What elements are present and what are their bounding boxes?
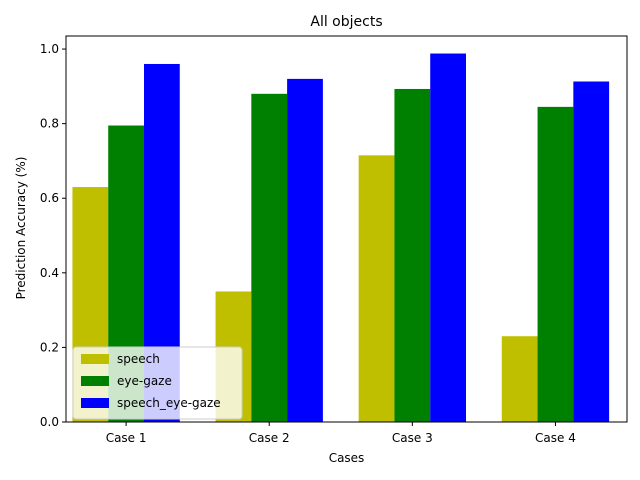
x-tick-label: Case 3 [392,431,433,445]
axes-layer: 0.0 0.2 0.4 0.6 0.8 1.0 Case 1 Case 2 Case 3 Case… [40,35,628,445]
legend-box [72,346,243,420]
y-tick-label: 0.4 [40,266,59,280]
plot-frame [65,35,628,423]
legend-swatch-eye-gaze [81,376,109,386]
x-tick-label: Case 1 [106,431,147,445]
legend-label-speech: speech [117,352,160,366]
legend: speech eye-gaze speech_eye-gaze [72,346,243,420]
bar-speech-case-3 [358,155,395,422]
chart-title: All objects [310,14,382,30]
x-tick-label: Case 4 [535,431,576,445]
bar-eye-gaze-case-3 [394,88,431,423]
x-tick-label: Case 2 [249,431,290,445]
bar-speech_eye-gaze-case-4 [573,81,610,423]
y-tick-label: 0.2 [40,340,59,354]
y-tick-label: 1.0 [40,42,59,56]
legend-label-eye-gaze: eye-gaze [117,374,172,388]
legend-label-speech_eye-gaze: speech_eye-gaze [117,396,221,410]
bar-speech_eye-gaze-case-2 [287,78,323,422]
legend-swatch-speech [81,354,109,364]
y-tick-label: 0.8 [40,117,59,131]
legend-swatch-speech_eye-gaze [81,398,109,408]
y-tick-label: 0.0 [40,415,59,429]
bar-speech_eye-gaze-case-3 [430,53,466,422]
x-axis-title: Cases [329,451,365,465]
bar-speech-case-4 [501,336,538,422]
bar-eye-gaze-case-2 [251,93,288,422]
bar-eye-gaze-case-4 [537,106,574,423]
y-tick-label: 0.6 [40,191,59,205]
y-axis-title: Prediction Accuracy (%) [14,157,28,300]
